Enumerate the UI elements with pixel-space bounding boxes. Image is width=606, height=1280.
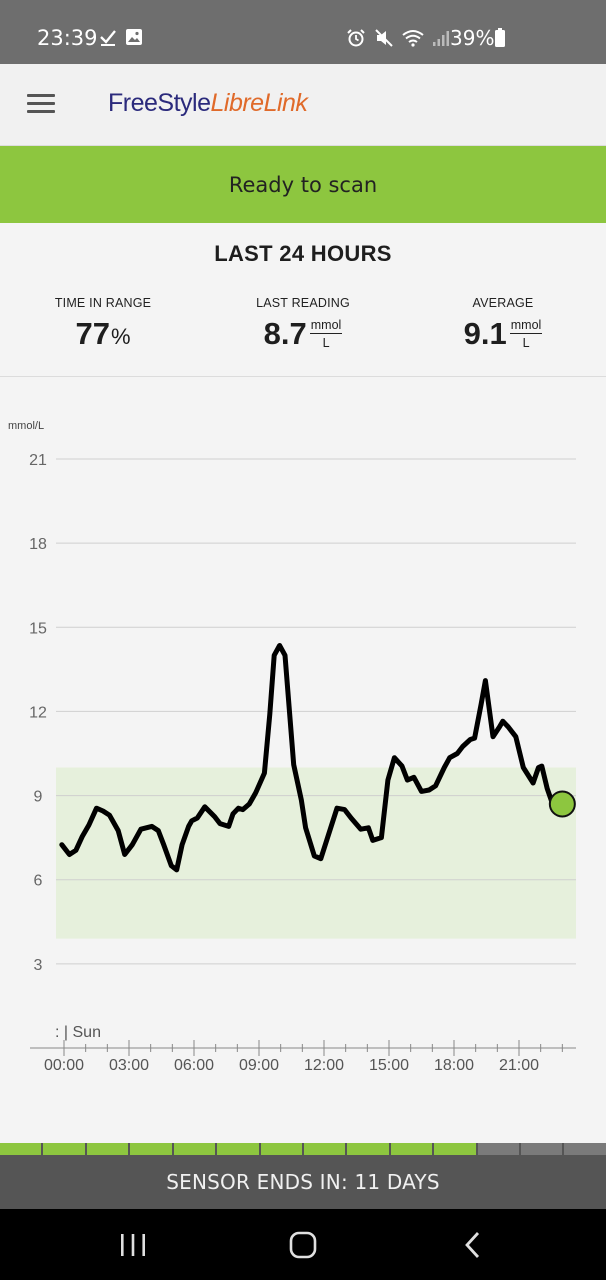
glucose-chart-svg: 3 6 9 12 15 18 21 mmol/L 00:00 03:00 06:00 09:00 12:… xyxy=(8,420,576,1074)
sensor-life-segment xyxy=(521,1143,563,1155)
sensor-life-segment xyxy=(43,1143,85,1155)
x-tick-label: 09:00 xyxy=(239,1057,279,1074)
system-nav-bar xyxy=(0,1209,606,1280)
x-tick-label: 03:00 xyxy=(109,1057,149,1074)
x-tick-label: 18:00 xyxy=(434,1057,474,1074)
sensor-ends-text: SENSOR ENDS IN: 11 DAYS xyxy=(166,1170,440,1194)
sensor-life-segment xyxy=(173,1143,216,1155)
y-tick-label: 18 xyxy=(29,536,47,553)
average-value: 9.1 xyxy=(463,316,507,351)
glucose-chart[interactable]: 3 6 9 12 15 18 21 mmol/L 00:00 03:00 06:00 09:00 12:… xyxy=(0,378,606,1138)
y-tick-label: 15 xyxy=(29,620,47,637)
app-logo: FreeStyleLibreLink xyxy=(108,89,308,117)
y-tick-label: 3 xyxy=(34,957,43,974)
y-tick-label: 9 xyxy=(34,789,43,806)
battery-icon xyxy=(495,28,505,47)
status-bar: 23:39 xyxy=(0,0,606,64)
image-icon xyxy=(126,29,142,45)
wifi-icon xyxy=(402,30,424,47)
x-tick-label: 15:00 xyxy=(369,1057,409,1074)
sensor-life-segment xyxy=(217,1143,259,1155)
glucose-line xyxy=(59,643,572,873)
x-tick-label: 12:00 xyxy=(304,1057,344,1074)
sensor-life-segment xyxy=(434,1143,476,1155)
sensor-life-segment xyxy=(347,1143,389,1155)
current-reading-marker xyxy=(548,790,576,818)
average-stat: AVERAGE 9.1 mmol L xyxy=(463,296,543,351)
sensor-life-bar xyxy=(0,1143,606,1155)
time-in-range-value: 77 xyxy=(75,316,110,351)
y-tick-label: 12 xyxy=(29,704,47,721)
banner-text: Ready to scan xyxy=(228,172,378,197)
y-tick-label: 6 xyxy=(34,873,43,890)
last-reading-value: 8.7 xyxy=(263,316,307,351)
last-reading-stat: LAST READING 8.7 mmol L xyxy=(256,296,350,351)
summary-panel: LAST 24 HOURS TIME IN RANGE 77 % LAST RE… xyxy=(0,223,606,377)
sensor-life-segment xyxy=(477,1143,520,1155)
back-icon[interactable] xyxy=(453,1229,493,1261)
sensor-life-segment xyxy=(303,1143,346,1155)
sensor-life-segment xyxy=(0,1143,42,1155)
battery-percentage: 39% xyxy=(450,26,495,50)
y-tick-label: 21 xyxy=(29,452,47,469)
sensor-footer: SENSOR ENDS IN: 11 DAYS xyxy=(0,1155,606,1209)
hamburger-menu-icon[interactable] xyxy=(27,94,55,114)
x-tick-label: 00:00 xyxy=(44,1057,84,1074)
x-tick-label: 06:00 xyxy=(174,1057,214,1074)
day-marker-label: : | Sun xyxy=(55,1024,101,1041)
sensor-life-segment xyxy=(86,1143,129,1155)
check-icon xyxy=(100,30,116,46)
sensor-life-segment xyxy=(130,1143,172,1155)
sensor-life-segment xyxy=(564,1143,606,1155)
x-tick-label: 21:00 xyxy=(499,1057,539,1074)
recent-apps-icon[interactable] xyxy=(113,1229,153,1261)
signal-icon xyxy=(433,31,449,46)
app-header: FreeStyleLibreLink xyxy=(0,64,606,146)
alarm-icon xyxy=(347,29,365,47)
home-icon[interactable] xyxy=(283,1229,323,1261)
sensor-life-segment xyxy=(390,1143,433,1155)
y-axis-label: mmol/L xyxy=(8,420,44,432)
summary-title: LAST 24 HOURS xyxy=(214,241,392,266)
mute-icon xyxy=(375,29,393,47)
sensor-life-segment xyxy=(260,1143,302,1155)
ready-to-scan-banner[interactable]: Ready to scan xyxy=(0,146,606,223)
time-in-range-stat: TIME IN RANGE 77 % xyxy=(54,296,152,351)
status-time: 23:39 xyxy=(37,26,98,50)
